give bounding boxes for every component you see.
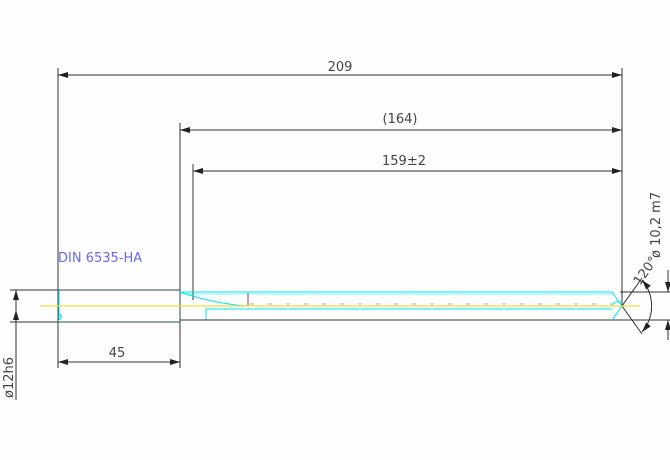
dimension-point-angle: 120° <box>631 254 661 288</box>
dimension-cutting-diameter: ø 10,2 m7 <box>649 192 664 258</box>
point-angle-lines <box>621 277 653 335</box>
dimension-flute-length: 159±2 <box>382 154 426 169</box>
dimension-shank-length: 45 <box>109 346 126 361</box>
extension-lines <box>10 68 670 368</box>
dimension-reference-length: (164) <box>383 112 418 127</box>
dimension-overall-length: 209 <box>328 60 353 75</box>
standard-label: DIN 6535-HA <box>58 251 142 266</box>
drill-body <box>179 291 623 321</box>
dimension-shank-diameter: ø12h6 <box>2 357 17 398</box>
